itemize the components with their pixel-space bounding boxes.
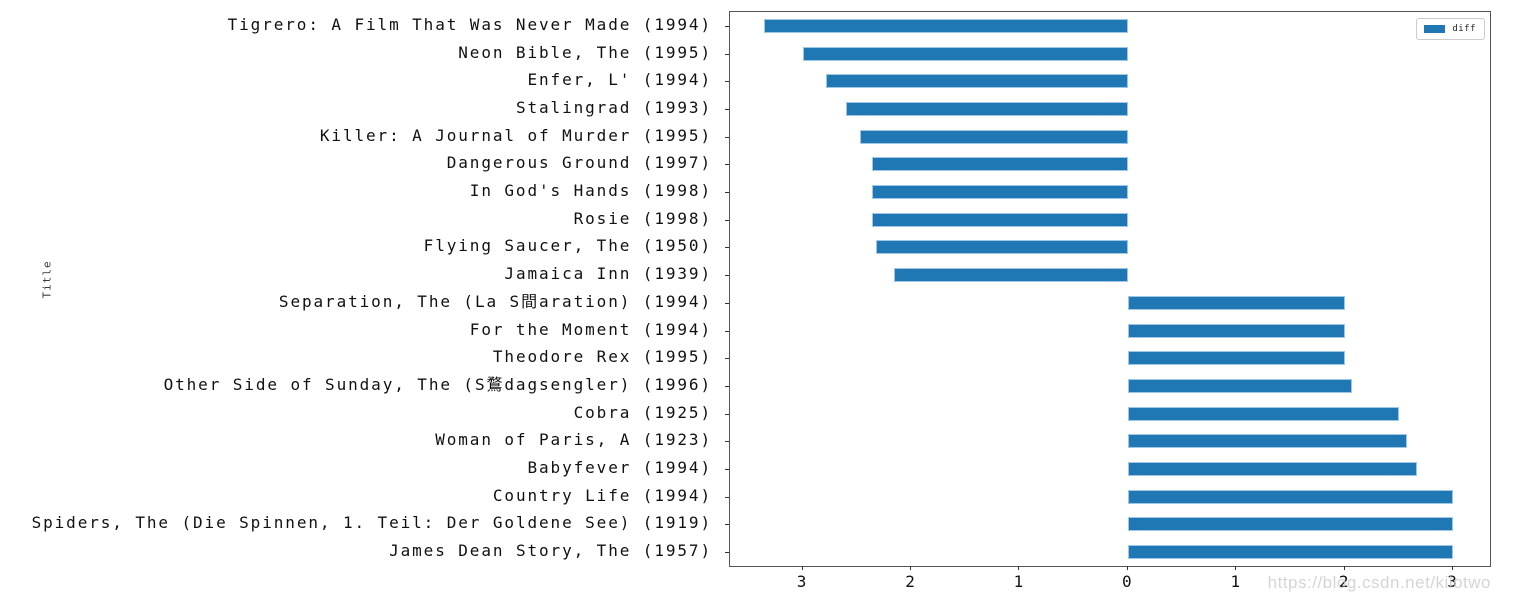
y-tick-mark xyxy=(725,275,729,277)
y-tick-mark xyxy=(725,219,729,221)
category-label: Stalingrad (1993) xyxy=(515,97,712,117)
x-tick-mark xyxy=(910,566,912,570)
y-tick-mark xyxy=(725,358,729,360)
y-tick-mark xyxy=(725,136,729,138)
category-label: Flying Saucer, The (1950) xyxy=(423,236,712,256)
bar xyxy=(876,240,1128,255)
category-label: Rosie (1998) xyxy=(573,208,712,228)
bar xyxy=(893,268,1128,283)
y-tick-mark xyxy=(725,53,729,55)
x-tick-label: 2 xyxy=(905,572,915,591)
bar xyxy=(1127,434,1407,449)
x-tick-label: 2 xyxy=(1338,572,1349,591)
bar xyxy=(802,46,1128,61)
category-label: Country Life (1994) xyxy=(492,485,712,505)
bar xyxy=(872,157,1128,172)
x-tick-mark xyxy=(1452,566,1454,570)
category-label: Killer: A Journal of Murder (1995) xyxy=(319,125,712,145)
category-label: Enfer, L' (1994) xyxy=(527,70,712,90)
legend-swatch xyxy=(1424,25,1446,33)
category-label: Separation, The (La S間aration) (1994) xyxy=(278,291,712,311)
bar xyxy=(872,185,1128,200)
y-axis-title: Title xyxy=(40,260,54,299)
y-tick-mark xyxy=(725,524,729,526)
bar xyxy=(1127,323,1345,338)
y-tick-mark xyxy=(725,413,729,415)
y-tick-mark xyxy=(725,330,729,332)
category-label: Jamaica Inn (1939) xyxy=(504,264,712,284)
legend-label: diff xyxy=(1452,24,1476,34)
bar xyxy=(1127,545,1454,560)
y-tick-mark xyxy=(725,108,729,110)
bar xyxy=(1127,489,1454,504)
bar xyxy=(872,212,1128,227)
category-label: Other Side of Sunday, The (S鶩dagsengler)… xyxy=(163,374,712,394)
y-tick-mark xyxy=(725,302,729,304)
category-label: Spiders, The (Die Spinnen, 1. Teil: Der … xyxy=(31,513,712,533)
category-label: For the Moment (1994) xyxy=(469,319,712,339)
x-tick-label: 3 xyxy=(1447,572,1457,591)
x-tick-label: 1 xyxy=(1013,572,1024,591)
bar xyxy=(1127,295,1345,310)
y-tick-mark xyxy=(725,469,729,471)
y-tick-mark xyxy=(725,164,729,166)
x-tick-label: 1 xyxy=(1230,572,1241,591)
category-label: Dangerous Ground (1997) xyxy=(446,153,712,173)
category-label: Babyfever (1994) xyxy=(527,458,712,478)
category-label: In God's Hands (1998) xyxy=(469,181,712,201)
bar xyxy=(1127,462,1418,477)
category-label: Cobra (1925) xyxy=(573,402,712,422)
category-label: Woman of Paris, A (1923) xyxy=(435,430,712,450)
bar xyxy=(826,74,1128,89)
y-tick-mark xyxy=(725,192,729,194)
plot-area: diff xyxy=(725,11,1491,567)
y-tick-mark xyxy=(725,25,729,27)
legend: diff xyxy=(1416,18,1485,40)
category-label: Tigrero: A Film That Was Never Made (199… xyxy=(227,14,712,34)
x-tick-mark xyxy=(1235,566,1237,570)
category-label: James Dean Story, The (1957) xyxy=(389,541,712,561)
x-tick-label: 3 xyxy=(796,572,807,591)
x-tick-mark xyxy=(801,566,803,570)
category-label: Theodore Rex (1995) xyxy=(492,347,712,367)
y-tick-mark xyxy=(725,552,729,554)
category-label: Neon Bible, The (1995) xyxy=(458,42,712,62)
bar xyxy=(1127,517,1454,532)
bar xyxy=(763,18,1128,33)
bar xyxy=(846,101,1128,116)
bar xyxy=(860,129,1128,144)
x-tick-mark xyxy=(1126,566,1128,570)
y-tick-mark xyxy=(725,385,729,387)
bar xyxy=(1127,378,1353,393)
bar xyxy=(1127,406,1399,421)
x-tick-mark xyxy=(1343,566,1345,570)
y-tick-mark xyxy=(725,81,729,83)
bar xyxy=(1127,351,1345,366)
x-tick-label: 0 xyxy=(1122,572,1132,591)
x-tick-mark xyxy=(1018,566,1020,570)
y-tick-mark xyxy=(725,496,729,498)
y-tick-mark xyxy=(725,441,729,443)
y-tick-mark xyxy=(725,247,729,249)
